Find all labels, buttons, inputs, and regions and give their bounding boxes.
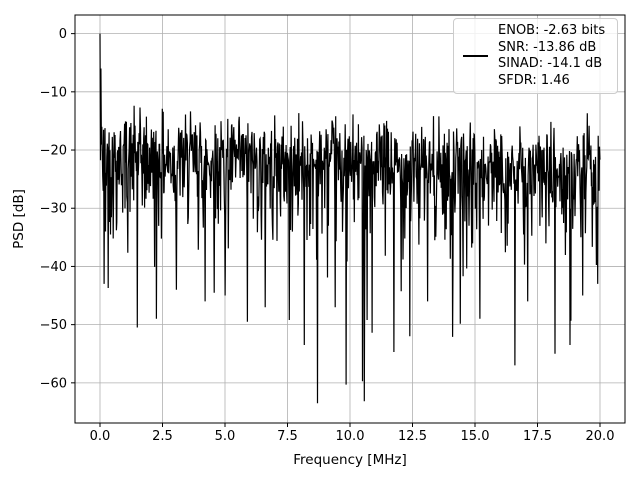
legend-sfdr-label: SFDR: 1.46 [498, 72, 570, 88]
legend-snr-label: SNR: -13.86 dB [498, 39, 597, 55]
y-tick-label: −30 [40, 202, 67, 217]
x-axis-label: Frequency [MHz] [293, 452, 407, 468]
y-axis-label: PSD [dB] [11, 189, 27, 249]
legend-line-sample-icon [463, 55, 488, 57]
x-tick-label: 20.0 [586, 429, 615, 444]
y-tick-label: −50 [40, 318, 67, 333]
legend-labels: ENOB: -2.63 bits SNR: -13.86 dB SINAD: -… [498, 23, 605, 89]
x-tick-label: 5.0 [215, 429, 236, 444]
legend-enob-label: ENOB: -2.63 bits [498, 23, 606, 38]
x-tick-label: 15.0 [461, 429, 490, 444]
y-tick-label: 0 [59, 27, 67, 42]
y-tick-label: −20 [40, 144, 67, 159]
x-tick-label: 0.0 [90, 429, 111, 444]
y-tick-label: −10 [40, 85, 67, 100]
legend: ENOB: -2.63 bits SNR: -13.86 dB SINAD: -… [453, 18, 618, 94]
x-tick-label: 10.0 [336, 429, 365, 444]
y-tick-label: −60 [40, 376, 67, 391]
x-tick-label: 7.5 [277, 429, 298, 444]
psd-trace [99, 33, 601, 404]
x-tick-label: 17.5 [523, 429, 552, 444]
y-tick-label: −40 [40, 260, 67, 275]
legend-sinad-label: SINAD: -14.1 dB [498, 56, 603, 71]
x-tick-label: 12.5 [398, 429, 427, 444]
x-tick-label: 2.5 [152, 429, 173, 444]
